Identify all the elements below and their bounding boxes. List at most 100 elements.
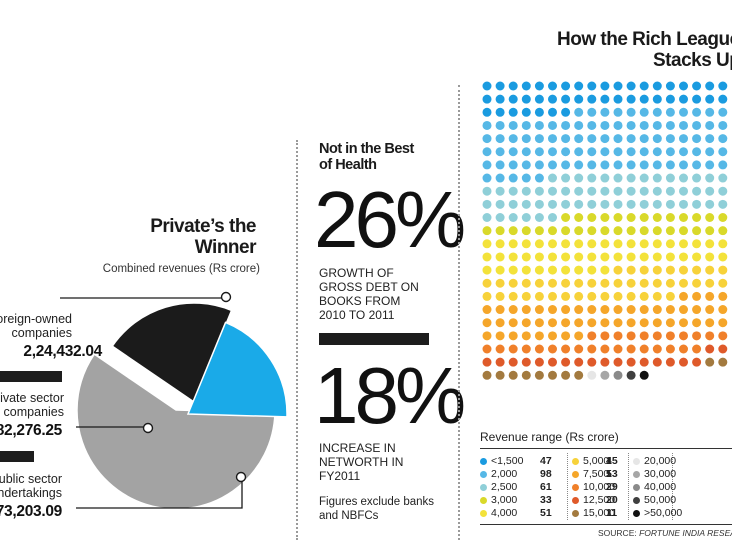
revenue-dot [495,199,505,209]
revenue-dot [600,94,610,104]
revenue-dot [495,265,505,275]
revenue-dot [718,160,728,170]
revenue-dot [639,291,649,301]
pie-subtitle: Combined revenues (Rs crore) [102,263,260,275]
legend-swatch [633,470,640,478]
revenue-dot [626,147,636,157]
revenue-dot [718,186,728,196]
revenue-dot [548,199,557,209]
revenue-dot [718,344,728,354]
revenue-dot [587,213,597,222]
revenue-dot [600,226,610,236]
revenue-dot [705,173,715,183]
pie-slice-2 [111,302,233,404]
revenue-dot [639,107,649,117]
revenue-dot [482,213,492,222]
legend-range-label: <1,500 [491,455,524,467]
revenue-dot [626,278,636,288]
legend-item: <1,500 [480,455,523,467]
revenue-dot [613,147,623,157]
revenue-dot [613,291,623,301]
revenue-dot [521,186,531,196]
revenue-dot [587,199,597,209]
revenue-dot [692,278,702,288]
revenue-dot [548,160,557,170]
revenue-dot [548,226,557,236]
revenue-dot [613,213,623,222]
revenue-dot [600,252,610,262]
revenue-dot [665,134,675,144]
revenue-dot [626,173,636,183]
source-label: SOURCE: [598,528,640,538]
revenue-dot [692,173,702,183]
revenue-dot [521,357,531,367]
revenue-dot [639,239,649,249]
revenue-dot [534,186,544,196]
revenue-dot [574,344,584,354]
legend-swatch [572,509,579,517]
revenue-dot [508,318,518,328]
revenue-dot [587,239,597,249]
revenue-dot [495,331,505,341]
revenue-dot [626,291,636,301]
revenue-dot [679,226,688,236]
revenue-dot [705,147,715,157]
revenue-dot [561,226,571,236]
revenue-dot [679,94,688,104]
public-sector-label-1: Public sector [0,472,62,486]
revenue-dot [692,331,702,341]
legend-count: 53 [606,468,618,480]
revenue-dot [613,239,623,249]
revenue-dot [679,199,688,209]
revenue-dot [705,213,715,222]
revenue-dot [718,81,728,91]
revenue-dot [534,81,544,91]
revenue-dot [561,213,571,222]
legend-swatch [480,483,487,491]
stat-debt-growth-value: 26% [314,175,466,264]
revenue-dot [574,134,584,144]
revenue-dot [679,239,688,249]
revenue-dot [574,199,584,209]
revenue-dot [508,252,518,262]
revenue-dot [718,134,728,144]
revenue-dot [639,94,649,104]
revenue-dot [587,173,597,183]
revenue-dot [561,186,571,196]
legend-swatch [572,483,579,491]
legend-range-label: 10,000 [583,481,616,493]
revenue-dot [626,318,636,328]
legend-swatch [633,457,640,465]
revenue-dot [482,305,492,315]
revenue-dot [495,252,505,262]
legend-range-label: 50,000 [644,494,677,506]
pie-title-line1: Private’s the [150,216,256,237]
revenue-dot [548,213,557,222]
revenue-dot [652,134,662,144]
legend-swatch [572,470,579,478]
revenue-dot [652,81,662,91]
revenue-dot [639,226,649,236]
revenue-dot [718,173,728,183]
revenue-dot [718,147,728,157]
legend-sep-1 [567,453,568,520]
revenue-dot [521,147,531,157]
revenue-dot [692,199,702,209]
revenue-dot [482,331,492,341]
source-line: SOURCE: FORTUNE INDIA RESEARCH [0,524,732,544]
revenue-dot [639,278,649,288]
revenue-dot [679,252,688,262]
legend-sep-3 [672,453,673,520]
revenue-dot [613,226,623,236]
revenue-dot [639,357,649,367]
revenue-dot [587,331,597,341]
legend-item: 4,000 [480,507,517,519]
revenue-dot [534,213,544,222]
revenue-dot [534,357,544,367]
revenue-dot [705,344,715,354]
revenue-dot [652,278,662,288]
revenue-dot [718,107,728,117]
revenue-dot [626,331,636,341]
revenue-dot [626,186,636,196]
revenue-dot [600,199,610,209]
